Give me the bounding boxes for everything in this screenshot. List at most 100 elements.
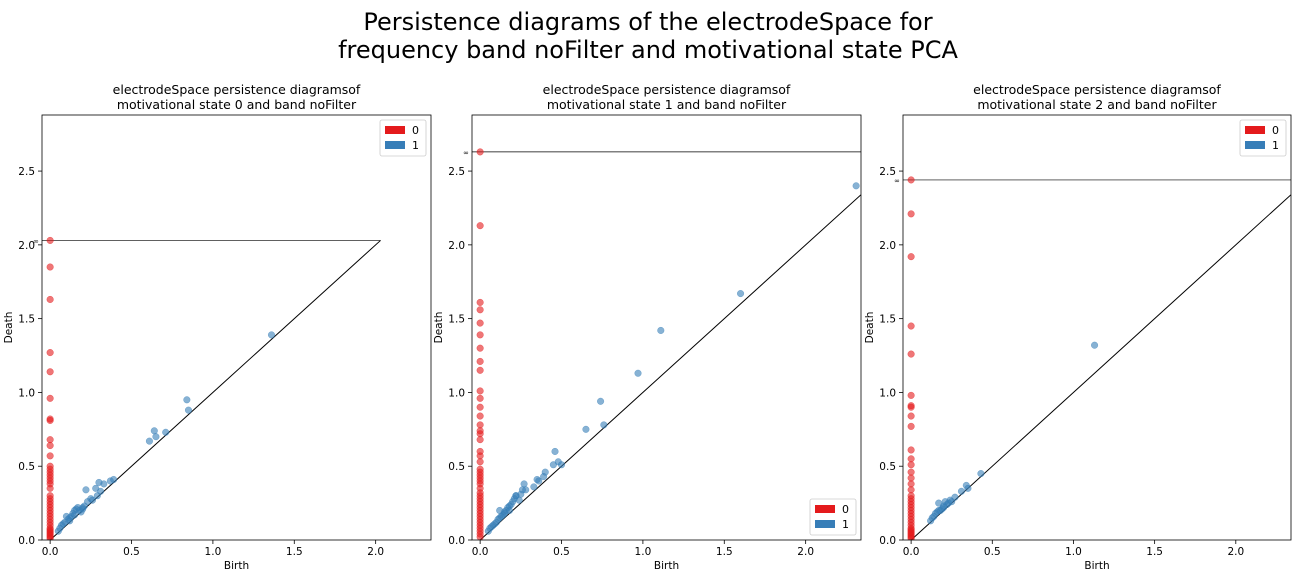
- point-h0: [907, 322, 915, 330]
- point-h0: [476, 298, 484, 306]
- plot-area: [472, 148, 861, 540]
- point-h0: [476, 421, 484, 429]
- point-h0: [46, 436, 54, 444]
- panel-0: electrodeSpace persistence diagramsofmot…: [3, 82, 432, 572]
- point-h1: [634, 369, 642, 377]
- y-tick-label: 1.0: [879, 387, 896, 399]
- y-tick-label: 0.5: [18, 461, 35, 473]
- x-tick-label: 1.0: [1065, 546, 1082, 558]
- y-tick-label: 1.0: [18, 387, 35, 399]
- point-h0: [46, 368, 54, 376]
- point-h1: [267, 331, 276, 339]
- x-tick-label: 2.0: [797, 546, 814, 558]
- point-h0: [476, 331, 484, 339]
- point-h1: [95, 478, 103, 486]
- legend-swatch: [385, 141, 405, 149]
- point-h1: [557, 461, 566, 469]
- legend-swatch: [1245, 126, 1265, 134]
- point-h0: [476, 306, 484, 314]
- point-h0: [907, 461, 915, 469]
- x-tick-label: 0.5: [984, 546, 1001, 558]
- point-h0: [46, 534, 54, 540]
- point-h0: [476, 357, 484, 365]
- point-h0: [476, 148, 484, 156]
- y-tick-label: 1.5: [18, 314, 35, 326]
- point-h1: [183, 396, 191, 404]
- point-h1: [484, 527, 492, 535]
- diagonal-line: [479, 194, 861, 540]
- x-tick-label: 1.5: [1146, 546, 1163, 558]
- legend-label: 1: [1272, 139, 1279, 152]
- axes-frame: [902, 114, 1292, 541]
- point-h1: [540, 472, 548, 481]
- legend-frame: [1239, 119, 1287, 157]
- point-h0: [46, 295, 54, 304]
- point-h0: [907, 422, 915, 430]
- x-tick-label: 1.5: [716, 546, 733, 558]
- legend-label: 0: [1272, 124, 1279, 137]
- legend-frame: [809, 498, 857, 536]
- point-h0: [476, 533, 484, 540]
- point-h0: [907, 534, 915, 540]
- y-tick-label: 1.5: [448, 314, 465, 326]
- legend-swatch: [815, 520, 835, 528]
- point-h1: [935, 506, 943, 515]
- x-tick-label: 0.0: [903, 546, 920, 558]
- point-h1: [551, 447, 559, 456]
- x-tick-label: 0.0: [472, 546, 489, 558]
- point-h0: [46, 484, 54, 492]
- point-h1: [88, 496, 97, 504]
- y-tick-label: 0.5: [448, 461, 465, 473]
- x-tick-label: 1.0: [635, 546, 652, 558]
- point-h1: [496, 506, 504, 515]
- y-tick-label: 0.0: [18, 535, 35, 547]
- point-h0: [907, 210, 915, 218]
- point-h0: [907, 480, 915, 488]
- x-tick-label: 1.0: [205, 546, 222, 558]
- y-tick-label: 0.5: [879, 461, 896, 473]
- point-h1: [145, 437, 153, 445]
- x-tick-label: 0.0: [42, 546, 59, 558]
- x-tick-label: 0.5: [553, 546, 570, 558]
- legend-swatch: [1245, 141, 1265, 149]
- point-h0: [476, 458, 484, 466]
- point-h1: [82, 486, 90, 494]
- x-tick-label: 1.5: [286, 546, 303, 558]
- point-h1: [530, 483, 538, 491]
- y-axis-label: Death: [433, 312, 445, 344]
- point-h0: [907, 412, 915, 420]
- point-h0: [476, 452, 484, 460]
- point-h1: [97, 487, 105, 495]
- infinity-label: ∞: [33, 237, 39, 245]
- infinity-label: ∞: [894, 177, 900, 185]
- point-h0: [907, 474, 915, 482]
- legend: 01: [1239, 119, 1287, 157]
- point-h0: [46, 416, 54, 425]
- point-h0: [907, 403, 915, 411]
- point-h1: [927, 517, 935, 525]
- x-axis-label: Birth: [1084, 560, 1109, 572]
- subplot-title-line1: electrodeSpace persistence diagramsof: [543, 82, 791, 97]
- point-h0: [476, 222, 484, 230]
- figure-title-line1: Persistence diagrams of the electrodeSpa…: [363, 8, 933, 36]
- legend: 01: [809, 498, 857, 536]
- point-h0: [46, 394, 54, 402]
- point-h0: [907, 455, 915, 463]
- y-axis-label: Death: [3, 312, 15, 344]
- point-h0: [46, 263, 54, 271]
- point-h1: [512, 492, 520, 500]
- subplot-title-line2: motivational state 2 and band noFilter: [977, 97, 1217, 112]
- legend-frame: [379, 119, 427, 157]
- y-tick-label: 2.0: [18, 240, 35, 252]
- point-h1: [71, 511, 79, 519]
- plot-area: [42, 236, 381, 540]
- point-h0: [907, 468, 915, 476]
- point-h0: [46, 349, 54, 357]
- y-tick-label: 1.0: [448, 387, 465, 399]
- point-h0: [476, 366, 484, 374]
- point-h1: [106, 477, 114, 485]
- point-h1: [184, 406, 193, 414]
- point-h1: [600, 421, 608, 429]
- point-h0: [476, 319, 484, 327]
